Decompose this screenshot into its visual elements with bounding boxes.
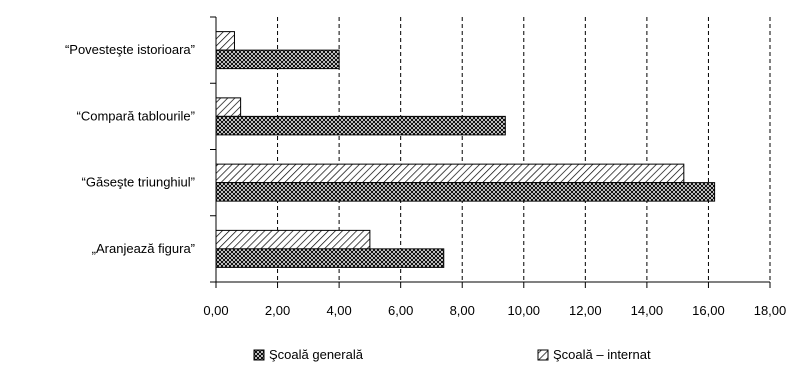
x-tick-label: 2,00 bbox=[265, 303, 290, 318]
legend-swatch-scoala-internat bbox=[537, 349, 549, 361]
bars bbox=[215, 31, 716, 268]
x-tick-label: 12,00 bbox=[569, 303, 602, 318]
category-label: „Aranjează figura” bbox=[92, 241, 195, 256]
legend-swatch-scoala-generala bbox=[253, 349, 265, 361]
legend: Şcoală generală Şcoală – internat bbox=[253, 347, 651, 362]
x-tick-label: 8,00 bbox=[450, 303, 475, 318]
bar-scoala-internat bbox=[215, 31, 235, 51]
category-labels: “Povesteşte istorioara” “Compară tablouri… bbox=[65, 42, 195, 256]
category-label: “Găseşte triunghiul” bbox=[82, 175, 195, 190]
x-tick-label: 0,00 bbox=[203, 303, 228, 318]
legend-label-scoala-internat: Şcoală – internat bbox=[553, 347, 651, 362]
x-tick-label: 6,00 bbox=[388, 303, 413, 318]
bar-scoala-generala bbox=[215, 115, 506, 136]
x-tick-label: 18,00 bbox=[754, 303, 787, 318]
x-tick-label: 16,00 bbox=[692, 303, 725, 318]
axes bbox=[210, 16, 771, 288]
legend-label-scoala-generala: Şcoală generală bbox=[269, 347, 364, 362]
x-tick-label: 14,00 bbox=[631, 303, 664, 318]
bar-scoala-generala bbox=[215, 248, 445, 268]
x-tick-label: 10,00 bbox=[508, 303, 541, 318]
bar-scoala-generala bbox=[215, 182, 716, 202]
bar-scoala-generala bbox=[215, 49, 340, 70]
bar-scoala-internat bbox=[215, 97, 242, 117]
bar-scoala-internat bbox=[215, 229, 371, 250]
bar-scoala-internat bbox=[215, 163, 685, 184]
x-tick-label: 4,00 bbox=[326, 303, 351, 318]
category-label: “Compară tablourile” bbox=[77, 108, 196, 123]
category-label: “Povesteşte istorioara” bbox=[65, 42, 195, 57]
x-tick-labels: 0,00 2,00 4,00 6,00 8,00 10,00 12,00 14,00 16,00… bbox=[203, 303, 786, 318]
